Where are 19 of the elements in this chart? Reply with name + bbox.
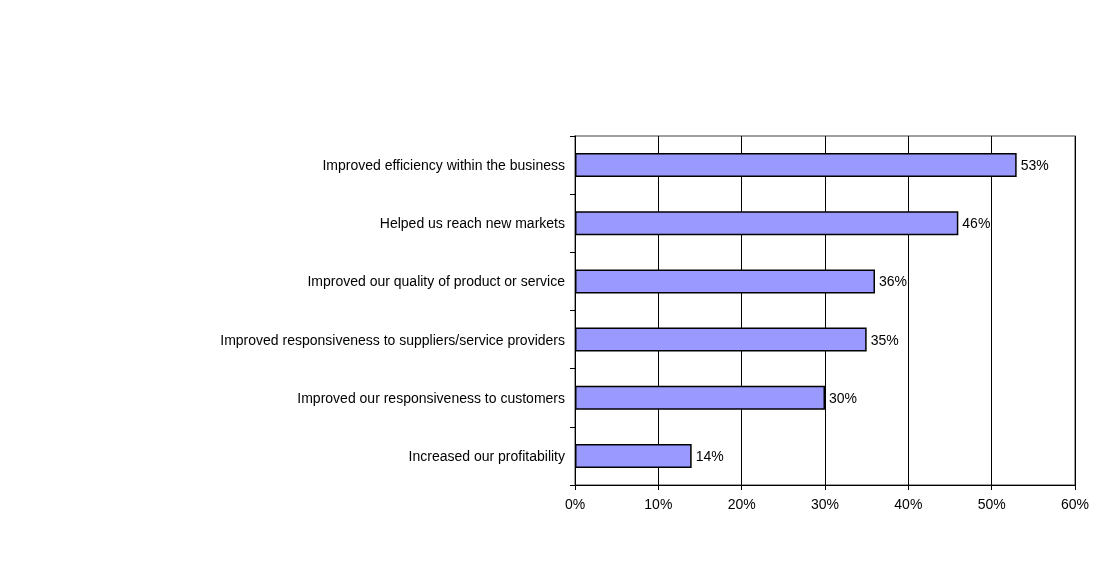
data-label: 36%	[879, 273, 908, 290]
y-tick-label: Increased our profitability	[408, 447, 565, 464]
data-label: 46%	[962, 215, 991, 232]
x-tick-label: 40%	[894, 496, 923, 512]
x-tick-label: 60%	[1060, 496, 1090, 512]
x-tick-label: 10%	[644, 496, 673, 512]
data-label: 30%	[829, 389, 858, 406]
x-tick-label: 50%	[977, 496, 1006, 512]
data-label: 53%	[1020, 157, 1049, 174]
x-tick-label: 0%	[564, 496, 586, 512]
y-tick-label: Improved our quality of product or service	[307, 273, 566, 290]
x-tick-label: 20%	[727, 496, 756, 512]
data-label: 14%	[695, 447, 724, 464]
data-label: 35%	[870, 331, 899, 348]
y-tick-label: Improved efficiency within the business	[322, 157, 565, 174]
y-tick-label: Improved responsiveness to suppliers/service providers	[220, 331, 565, 348]
x-tick-label: 30%	[810, 496, 840, 512]
y-tick-label: Improved our responsiveness to customers	[297, 389, 565, 406]
y-tick-label: Helped us reach new markets	[379, 215, 565, 232]
